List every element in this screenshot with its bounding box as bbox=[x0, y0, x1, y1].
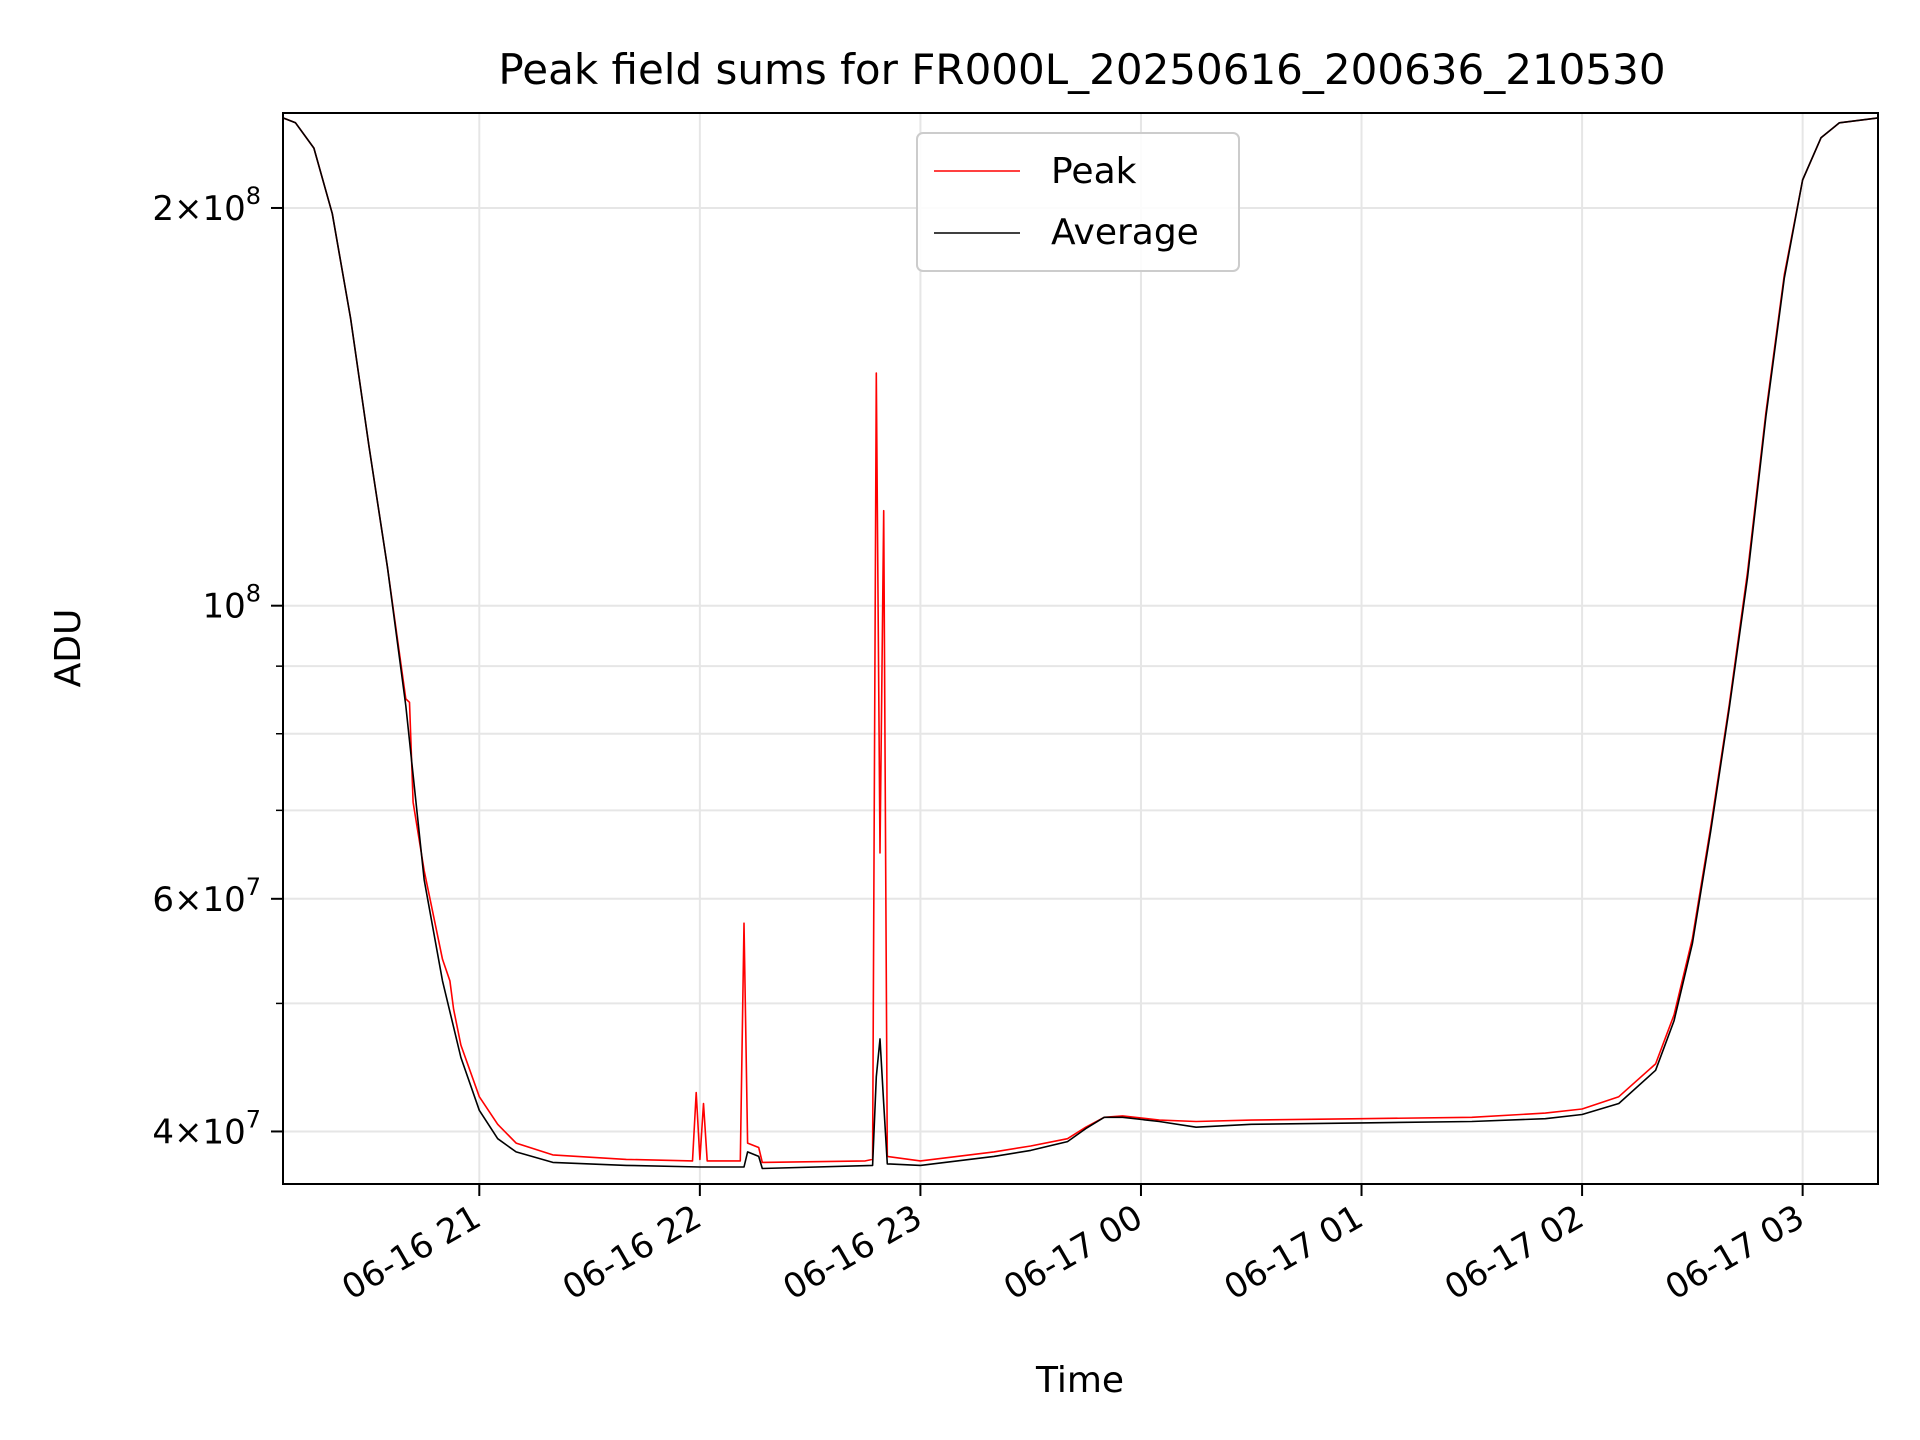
x-axis-label: Time bbox=[1035, 1360, 1124, 1401]
y-axis-label: ADU bbox=[48, 609, 89, 688]
chart-title: Peak field sums for FR000L_20250616_2006… bbox=[498, 45, 1665, 94]
series-line-average bbox=[282, 117, 1879, 1170]
y-axis: 4×107 6×107 108 2×108 bbox=[152, 182, 283, 1152]
legend: Peak Average bbox=[916, 132, 1240, 272]
y-tick-label: 6×107 bbox=[152, 873, 261, 920]
series-line-peak bbox=[282, 117, 1879, 1164]
legend-peak-label: Peak bbox=[1051, 151, 1137, 192]
y-tick-label: 108 bbox=[202, 580, 261, 627]
series-layer bbox=[282, 117, 1879, 1170]
y-tick-label: 2×108 bbox=[152, 182, 261, 229]
y-tick-label: 4×107 bbox=[152, 1105, 261, 1152]
legend-box bbox=[916, 132, 1240, 272]
legend-average-label: Average bbox=[1051, 212, 1199, 253]
plot-frame bbox=[282, 112, 1879, 1185]
